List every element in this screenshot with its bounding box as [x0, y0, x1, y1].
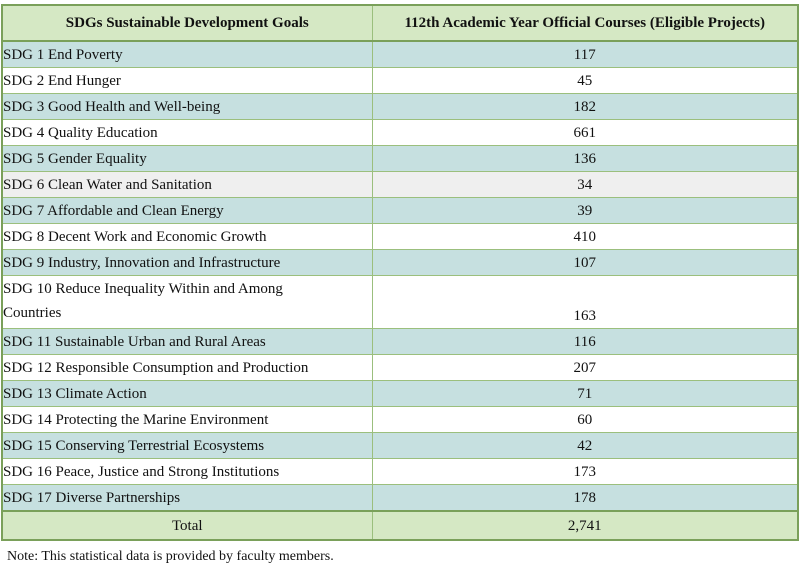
- course-count: 42: [577, 437, 593, 454]
- goal-label: SDG 2 End Hunger: [3, 72, 121, 89]
- goal-label: SDG 15 Conserving Terrestrial Ecosystems: [3, 437, 265, 454]
- goal-label: SDG 8 Decent Work and Economic Growth: [3, 228, 267, 245]
- goal-label: SDG 7 Affordable and Clean Energy: [3, 202, 224, 219]
- goal-cell: SDG 1 End Poverty: [1, 40, 373, 68]
- goal-label: SDG 3 Good Health and Well-being: [3, 98, 221, 115]
- goal-label: SDG 1 End Poverty: [3, 46, 123, 63]
- course-count: 45: [575, 71, 595, 90]
- table-row: SDG 8 Decent Work and Economic Growth 41…: [1, 223, 799, 250]
- table-row: SDG 3 Good Health and Well-being 182: [1, 93, 799, 120]
- value-cell: 107: [371, 249, 799, 276]
- total-value: 2,741: [371, 510, 799, 541]
- table-row: SDG 7 Affordable and Clean Energy 39: [1, 197, 799, 224]
- value-cell: 173: [371, 458, 799, 485]
- goal-cell: SDG 16 Peace, Justice and Strong Institu…: [1, 458, 373, 485]
- goal-cell: SDG 15 Conserving Terrestrial Ecosystems: [1, 432, 373, 459]
- goal-label: SDG 11 Sustainable Urban and Rural Areas: [3, 333, 266, 350]
- course-count: 71: [577, 385, 593, 402]
- goal-cell: SDG 14 Protecting the Marine Environment: [1, 406, 373, 433]
- goal-label: SDG 13 Climate Action: [3, 385, 147, 402]
- value-cell: 34: [371, 171, 799, 198]
- table-row: SDG 10 Reduce Inequality Within and Amon…: [1, 275, 799, 329]
- table-row: SDG 11 Sustainable Urban and Rural Areas…: [1, 328, 799, 355]
- goal-cell: SDG 12 Responsible Consumption and Produ…: [1, 354, 373, 381]
- course-count: 410: [571, 227, 598, 246]
- table-row: SDG 5 Gender Equality 136: [1, 145, 799, 172]
- table-row: SDG 12 Responsible Consumption and Produ…: [1, 354, 799, 381]
- goal-label: SDG 9 Industry, Innovation and Infrastru…: [3, 254, 281, 271]
- goal-label: SDG 4 Quality Education: [3, 124, 158, 141]
- goal-cell: SDG 13 Climate Action: [1, 380, 373, 407]
- table-row: SDG 16 Peace, Justice and Strong Institu…: [1, 458, 799, 485]
- sdg-courses-table: SDGs Sustainable Development Goals 112th…: [1, 4, 799, 541]
- goal-cell: SDG 9 Industry, Innovation and Infrastru…: [1, 249, 373, 276]
- goal-label: SDG 16 Peace, Justice and Strong Institu…: [3, 463, 280, 480]
- value-cell: 410: [371, 223, 799, 250]
- table-row: SDG 1 End Poverty 117: [1, 40, 799, 68]
- value-cell: 163: [371, 275, 799, 329]
- value-cell: 182: [371, 93, 799, 120]
- column-header-goal: SDGs Sustainable Development Goals: [1, 4, 373, 42]
- goal-label: SDG 14 Protecting the Marine Environment: [3, 411, 269, 428]
- course-count: 207: [571, 358, 598, 377]
- table-row: SDG 2 End Hunger 45: [1, 67, 799, 94]
- column-header-courses: 112th Academic Year Official Courses (El…: [371, 4, 799, 42]
- table-row: SDG 9 Industry, Innovation and Infrastru…: [1, 249, 799, 276]
- value-cell: 71: [371, 380, 799, 407]
- value-cell: 39: [371, 197, 799, 224]
- table-row: SDG 15 Conserving Terrestrial Ecosystems…: [1, 432, 799, 459]
- goal-cell: SDG 2 End Hunger: [1, 67, 373, 94]
- goal-label-line-2: Countries: [3, 305, 62, 321]
- course-count: 136: [573, 150, 597, 167]
- value-cell: 207: [371, 354, 799, 381]
- goal-label: SDG 17 Diverse Partnerships: [3, 489, 181, 506]
- value-cell: 60: [371, 406, 799, 433]
- value-cell: 45: [371, 67, 799, 94]
- total-label: Total: [1, 510, 373, 541]
- value-cell: 117: [371, 40, 799, 68]
- value-cell: 136: [371, 145, 799, 172]
- goal-cell: SDG 3 Good Health and Well-being: [1, 93, 373, 120]
- goal-cell: SDG 11 Sustainable Urban and Rural Areas: [1, 328, 373, 355]
- course-count: 182: [573, 98, 597, 115]
- goal-label-line-1: SDG 10 Reduce Inequality Within and Amon…: [3, 281, 283, 297]
- course-count: 39: [577, 202, 593, 219]
- goal-cell: SDG 10 Reduce Inequality Within and Amon…: [1, 275, 373, 329]
- goal-cell: SDG 6 Clean Water and Sanitation: [1, 171, 373, 198]
- goal-label: SDG 12 Responsible Consumption and Produ…: [3, 359, 309, 376]
- course-count: 60: [575, 410, 595, 429]
- goal-label: SDG 5 Gender Equality: [3, 150, 147, 167]
- value-cell: 42: [371, 432, 799, 459]
- value-cell: 661: [371, 119, 799, 146]
- goal-cell: SDG 4 Quality Education: [1, 119, 373, 146]
- table-row: SDG 17 Diverse Partnerships 178: [1, 484, 799, 512]
- goal-cell: SDG 8 Decent Work and Economic Growth: [1, 223, 373, 250]
- value-cell: 116: [371, 328, 799, 355]
- course-count: 107: [573, 254, 597, 271]
- course-count: 116: [573, 333, 596, 350]
- course-count: 661: [571, 123, 598, 142]
- course-count: 178: [573, 489, 597, 506]
- goal-cell: SDG 17 Diverse Partnerships: [1, 484, 373, 512]
- course-count: 34: [577, 176, 593, 193]
- total-row: Total 2,741: [1, 510, 799, 541]
- course-count: 173: [571, 462, 598, 481]
- footnote: Note: This statistical data is provided …: [7, 549, 334, 564]
- course-count: 163: [571, 307, 598, 325]
- table-row: SDG 14 Protecting the Marine Environment…: [1, 406, 799, 433]
- table-header-row: SDGs Sustainable Development Goals 112th…: [1, 4, 799, 42]
- value-cell: 178: [371, 484, 799, 512]
- goal-cell: SDG 5 Gender Equality: [1, 145, 373, 172]
- table-row: SDG 6 Clean Water and Sanitation 34: [1, 171, 799, 198]
- goal-label: SDG 6 Clean Water and Sanitation: [3, 176, 212, 193]
- course-count: 117: [573, 46, 596, 63]
- table-row: SDG 4 Quality Education 661: [1, 119, 799, 146]
- goal-cell: SDG 7 Affordable and Clean Energy: [1, 197, 373, 224]
- table-row: SDG 13 Climate Action 71: [1, 380, 799, 407]
